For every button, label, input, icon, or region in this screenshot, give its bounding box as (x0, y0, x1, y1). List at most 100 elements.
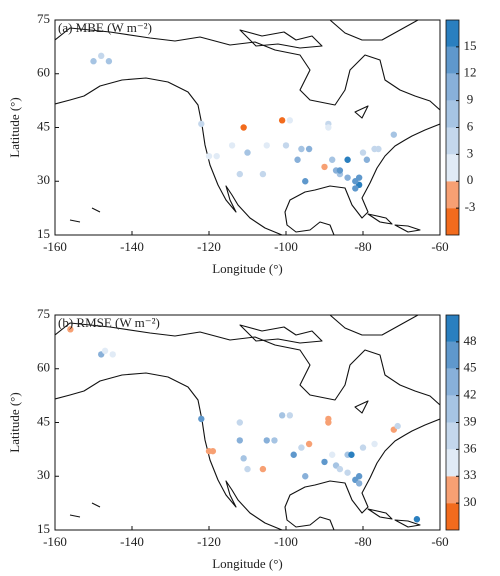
station-point (325, 419, 332, 426)
colorbar-swatch (446, 73, 459, 101)
colorbar-tick-label: 33 (464, 467, 477, 482)
y-tick-label: 30 (37, 467, 50, 482)
x-tick-label: -140 (120, 534, 144, 549)
station-point (101, 347, 109, 355)
station-point (355, 480, 363, 487)
colorbar-swatch (446, 395, 459, 423)
colorbar-tick-label: 15 (464, 38, 477, 53)
station-point (302, 473, 309, 480)
axes-frame (54, 19, 441, 236)
station-point (305, 440, 313, 448)
colorbar-tick-label: 39 (464, 413, 477, 428)
station-point (355, 174, 363, 181)
colorbar-tick-label: 30 (464, 494, 477, 509)
station-point (290, 451, 297, 458)
station-point (278, 117, 286, 124)
station-point (236, 419, 243, 426)
station-point (213, 152, 220, 160)
colorbar-swatch (446, 154, 459, 182)
colorbar-tick-label: 6 (467, 118, 474, 133)
station-point (336, 167, 344, 174)
station-point (298, 444, 305, 451)
station-point (390, 131, 397, 138)
station-point (298, 145, 305, 153)
y-tick-label: 75 (37, 11, 50, 26)
y-tick-label: 60 (37, 360, 50, 375)
chart-title: (b) RMSE (W m⁻²) (58, 315, 160, 330)
coastline-shape (55, 20, 440, 235)
x-tick-label: -120 (197, 534, 221, 549)
station-point (90, 58, 97, 65)
colorbar-swatch (446, 476, 459, 504)
station-point (198, 120, 205, 128)
station-point (236, 170, 243, 178)
station-point (244, 149, 251, 156)
coastline-shape (55, 315, 440, 530)
station-point (321, 458, 328, 466)
station-point (321, 163, 328, 171)
station-point (325, 124, 332, 131)
station-point (413, 516, 421, 523)
station-point (240, 455, 247, 462)
colorbar-swatch (446, 422, 459, 450)
x-tick-label: -60 (431, 239, 448, 254)
colorbar-swatch (446, 368, 459, 396)
colorbar-swatch (446, 46, 459, 74)
x-tick-label: -80 (354, 534, 371, 549)
y-tick-label: 30 (37, 172, 50, 187)
colorbar-tick-label: 45 (464, 360, 477, 375)
x-tick-label: -160 (43, 534, 67, 549)
station-point (302, 178, 309, 185)
x-tick-label: -100 (274, 239, 298, 254)
colorbar-swatch (446, 503, 459, 530)
station-point (336, 465, 344, 473)
colorbar-tick-label: 36 (464, 440, 478, 455)
y-tick-label: 60 (37, 65, 50, 80)
station-point (228, 142, 236, 149)
station-point (394, 422, 401, 430)
station-point (359, 149, 367, 156)
station-point (344, 174, 351, 181)
station-point (344, 156, 351, 163)
x-tick-label: -120 (197, 239, 221, 254)
colorbar-swatch (446, 208, 459, 235)
colorbar-tick-label: 48 (464, 333, 477, 348)
station-point (105, 58, 113, 65)
y-axis-label: Latitude (°) (7, 392, 22, 452)
station-point (271, 437, 278, 444)
x-tick-label: -60 (431, 534, 448, 549)
station-point (109, 351, 116, 358)
station-point (348, 451, 355, 458)
coastline (55, 20, 440, 235)
station-point (286, 412, 294, 419)
colorbar-swatch (446, 315, 459, 342)
station-point (278, 412, 286, 419)
station-point (282, 142, 290, 149)
coastline (55, 315, 440, 530)
colorbar-tick-label: 42 (464, 387, 477, 402)
station-point (209, 447, 217, 455)
y-tick-label: 45 (37, 413, 50, 428)
colorbar-tick-label: 9 (467, 92, 474, 107)
station-point (259, 465, 267, 473)
x-tick-label: -140 (120, 239, 144, 254)
station-point (363, 156, 371, 163)
y-tick-label: 15 (37, 226, 50, 241)
chart-title: (a) MBE (W m⁻²) (58, 20, 152, 35)
colorbar-swatch (446, 20, 459, 47)
station-point (305, 145, 313, 153)
station-point (205, 152, 213, 160)
colorbar-tick-label: 0 (467, 172, 474, 187)
x-tick-label: -100 (274, 534, 298, 549)
station-point (371, 440, 378, 448)
station-point (263, 437, 270, 444)
map-panel: -160 -140 -120 -100 -80 -60 15 30 45 60 75 (b) RMSE… (7, 306, 477, 571)
x-tick-label: -80 (354, 239, 371, 254)
station-point (67, 326, 74, 333)
colorbar-swatch (446, 181, 459, 209)
station-point (352, 185, 359, 192)
y-axis-label: Latitude (°) (7, 97, 22, 157)
y-tick-label: 75 (37, 306, 50, 321)
